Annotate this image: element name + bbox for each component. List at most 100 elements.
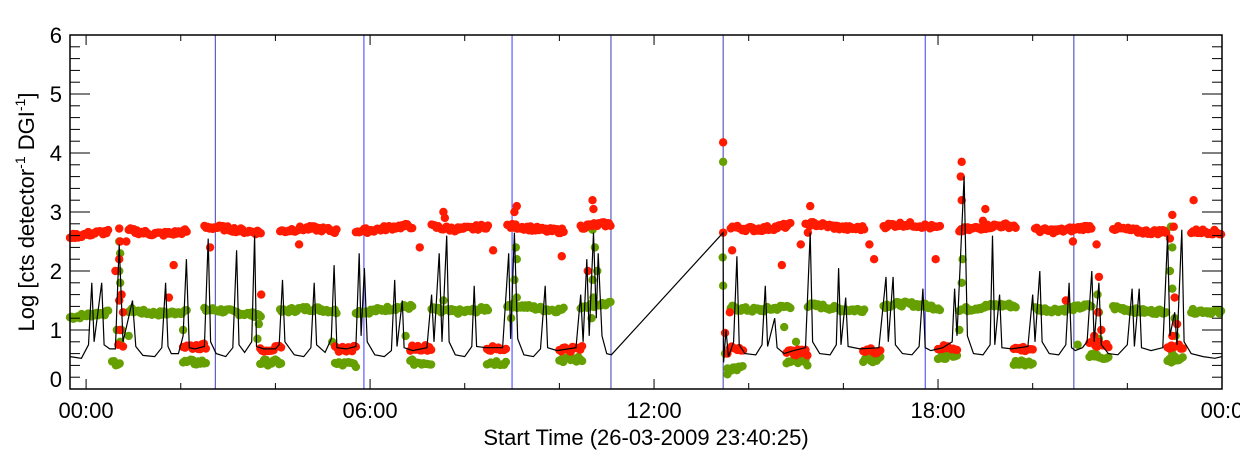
red-dots-point (869, 255, 879, 264)
red-dots-point (876, 346, 885, 355)
green-dots-point (1073, 340, 1082, 349)
red-dots-point (723, 349, 732, 358)
green-dots-point (201, 358, 211, 368)
green-dots-point (276, 359, 286, 368)
green-dots-point (1090, 349, 1099, 358)
green-dots-point (1178, 353, 1187, 362)
green-dots-point (1028, 359, 1037, 368)
red-dots-point (1104, 342, 1113, 352)
y-tick-label: 3 (50, 200, 62, 225)
y-tick-label: 1 (50, 318, 62, 343)
red-dots-point (806, 201, 815, 211)
red-dots-point (557, 252, 566, 261)
red-dots-point (1170, 293, 1179, 302)
red-dots-point (957, 157, 966, 167)
red-dots-point (956, 172, 965, 181)
red-dots-point (952, 345, 962, 355)
red-dots-point (257, 290, 266, 299)
red-dots-point (415, 243, 424, 252)
red-dots-point (796, 240, 805, 249)
red-dots-point (1011, 223, 1020, 232)
red-dots-point (510, 207, 519, 217)
green-dots-point (1216, 306, 1226, 316)
green-dots-point (1168, 243, 1177, 252)
green-dots-point (803, 361, 812, 370)
green-dots-point (401, 331, 410, 341)
y-tick-label: 5 (50, 82, 62, 107)
green-dots-point (332, 309, 341, 318)
red-dots-point (332, 225, 341, 234)
x-axis-title: Start Time (26-03-2009 23:40:25) (483, 425, 808, 450)
green-dots-point (103, 306, 113, 315)
green-dots-point (590, 243, 600, 252)
green-dots-point (738, 361, 747, 371)
y-tick-label: 6 (50, 23, 62, 48)
y-tick-label: 4 (50, 141, 62, 166)
plot-frame (69, 34, 1223, 390)
red-dots-point (1092, 240, 1101, 249)
green-dots-point (115, 359, 124, 368)
red-dots-point (115, 224, 124, 233)
red-dots-point (727, 246, 737, 255)
red-dots-point (931, 255, 940, 264)
red-dots-point (801, 219, 810, 228)
red-dots-point (426, 345, 436, 354)
y-tick-label: 2 (50, 259, 62, 284)
green-dots-point (577, 356, 587, 366)
green-dots-point (1104, 352, 1113, 362)
red-dots-point (978, 216, 988, 226)
red-dots-point (501, 344, 511, 354)
green-dots-point (859, 305, 869, 314)
red-dots-point (588, 196, 597, 205)
green-dots-point (510, 275, 519, 285)
red-dots-point (577, 341, 587, 351)
x-tick-label: 00:00 (59, 398, 114, 423)
red-dots-point (1189, 196, 1198, 205)
red-dots-point (1168, 210, 1177, 220)
red-dots-point (786, 218, 795, 228)
green-dots-point (511, 243, 521, 252)
red-dots-point (777, 260, 787, 270)
red-dots-point (294, 240, 304, 249)
green-dots-point (1087, 302, 1096, 311)
red-dots-point (118, 342, 128, 351)
y-tick-label: 0 (50, 367, 62, 392)
green-dots-point (1168, 284, 1177, 293)
green-dots-point (780, 322, 789, 332)
red-dots-point (725, 308, 734, 317)
red-dots-point (1172, 319, 1182, 329)
red-dots-point (859, 225, 869, 234)
red-dots-point (1216, 230, 1226, 239)
green-dots-point (124, 331, 133, 341)
green-dots-point (351, 362, 361, 372)
red-dots-point (606, 221, 615, 230)
red-dots-point (1094, 272, 1104, 282)
green-dots-point (791, 337, 801, 346)
green-dots-point (1165, 266, 1175, 276)
red-dots-point (589, 204, 598, 214)
x-tick-label: 06:00 (343, 398, 398, 423)
green-dots-point (407, 302, 417, 311)
green-dots-point (1011, 303, 1020, 312)
red-dots-point (1093, 308, 1103, 317)
black-series (69, 176, 1223, 363)
x-tick-label: 00:0 (1201, 398, 1240, 423)
x-tick-label: 18:00 (910, 398, 965, 423)
green-dots-point (718, 157, 728, 167)
green-dots-point (253, 334, 262, 344)
red-dots-point (440, 213, 450, 223)
red-series (65, 138, 1226, 360)
red-dots-point (981, 204, 990, 214)
red-dots-point (935, 221, 945, 231)
red-dots-point (1169, 222, 1178, 231)
red-dots-point (115, 296, 124, 305)
red-dots-point (407, 223, 417, 233)
black-series-line (69, 176, 1223, 363)
red-dots-point (1087, 224, 1096, 233)
axes: 0 1 2 3 4 5 6 00:00 06:00 12:00 18:00 00:0 (50, 23, 1240, 423)
red-dots-point (122, 237, 131, 246)
green-dots-point (606, 297, 615, 307)
green-dots-point (483, 305, 493, 315)
red-dots-point (205, 243, 215, 252)
